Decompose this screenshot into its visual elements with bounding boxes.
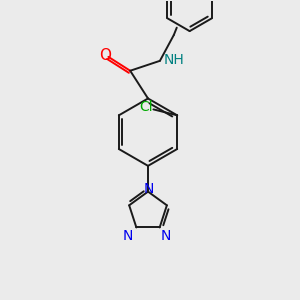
Text: N: N xyxy=(144,182,154,196)
Text: N: N xyxy=(123,230,134,243)
Text: N: N xyxy=(161,230,171,243)
Text: Cl: Cl xyxy=(140,100,153,114)
Text: O: O xyxy=(99,48,111,63)
Text: NH: NH xyxy=(164,53,184,67)
